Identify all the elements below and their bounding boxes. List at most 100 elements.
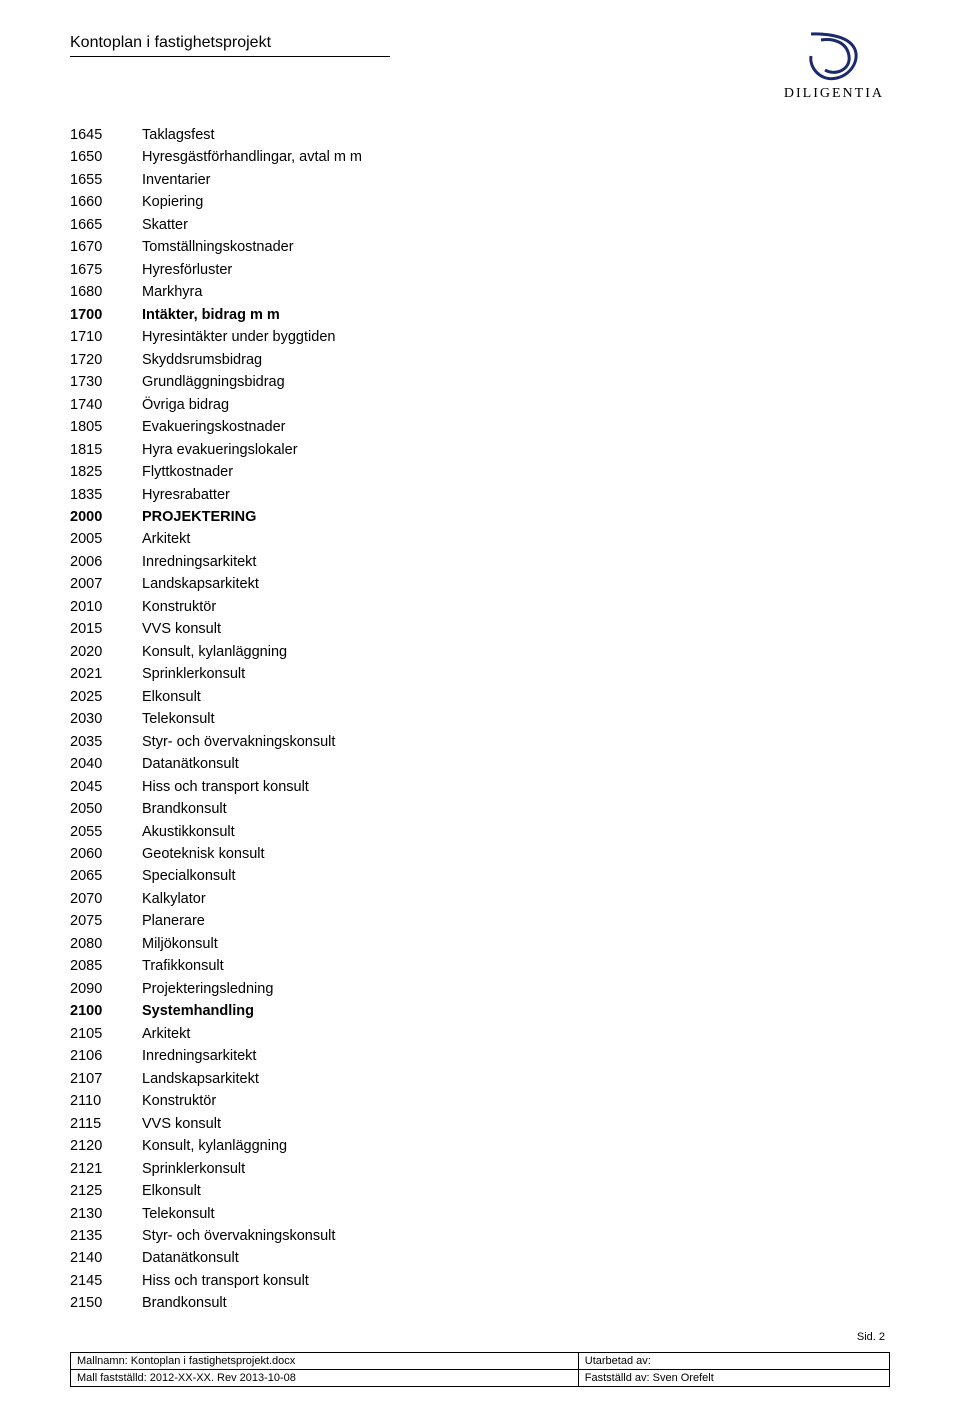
account-label: Konstruktör — [142, 596, 216, 618]
account-code: 2035 — [70, 731, 142, 753]
account-label: Hyresrabatter — [142, 484, 230, 506]
account-code: 1665 — [70, 214, 142, 236]
account-code: 1670 — [70, 236, 142, 258]
account-code: 2055 — [70, 821, 142, 843]
account-label: Arkitekt — [142, 1023, 190, 1045]
account-row: 1730Grundläggningsbidrag — [70, 371, 890, 393]
account-code: 2006 — [70, 551, 142, 573]
account-row: 2020Konsult, kylanläggning — [70, 641, 890, 663]
header-title-block: Kontoplan i fastighetsprojekt — [70, 28, 390, 57]
footer-approved-date: Mall fastställd: 2012-XX-XX. Rev 2013-10… — [71, 1369, 579, 1386]
account-row: 2050Brandkonsult — [70, 798, 890, 820]
account-code: 2025 — [70, 686, 142, 708]
footer-approved-by: Fastställd av: Sven Orefelt — [578, 1369, 889, 1386]
account-row: 2090Projekteringsledning — [70, 978, 890, 1000]
account-code: 1835 — [70, 484, 142, 506]
account-label: PROJEKTERING — [142, 506, 256, 528]
account-row: 1710Hyresintäkter under byggtiden — [70, 326, 890, 348]
account-code: 2107 — [70, 1068, 142, 1090]
account-label: Inventarier — [142, 169, 211, 191]
account-label: Skyddsrumsbidrag — [142, 349, 262, 371]
account-row: 1680Markhyra — [70, 281, 890, 303]
account-label: Hyresförluster — [142, 259, 232, 281]
account-row: 2035Styr- och övervakningskonsult — [70, 731, 890, 753]
account-code: 2085 — [70, 955, 142, 977]
account-row: 1700Intäkter, bidrag m m — [70, 304, 890, 326]
account-label: Konsult, kylanläggning — [142, 1135, 287, 1157]
account-label: Brandkonsult — [142, 1292, 227, 1314]
account-code: 2105 — [70, 1023, 142, 1045]
account-label: Hiss och transport konsult — [142, 776, 309, 798]
account-code: 2070 — [70, 888, 142, 910]
account-row: 2000PROJEKTERING — [70, 506, 890, 528]
account-row: 2150Brandkonsult — [70, 1292, 890, 1314]
account-label: Datanätkonsult — [142, 753, 239, 775]
account-code: 2106 — [70, 1045, 142, 1067]
account-row: 1650Hyresgästförhandlingar, avtal m m — [70, 146, 890, 168]
account-label: Hiss och transport konsult — [142, 1270, 309, 1292]
account-code: 2020 — [70, 641, 142, 663]
account-label: Flyttkostnader — [142, 461, 233, 483]
account-label: Inredningsarkitekt — [142, 1045, 256, 1067]
account-label: Taklagsfest — [142, 124, 215, 146]
account-label: Tomställningskostnader — [142, 236, 294, 258]
account-label: Datanätkonsult — [142, 1247, 239, 1269]
account-row: 2135Styr- och övervakningskonsult — [70, 1225, 890, 1247]
account-label: Evakueringskostnader — [142, 416, 285, 438]
account-list: 1645Taklagsfest1650Hyresgästförhandlinga… — [70, 124, 890, 1315]
account-code: 1660 — [70, 191, 142, 213]
account-code: 2120 — [70, 1135, 142, 1157]
title-underline — [70, 56, 390, 57]
account-row: 2060Geoteknisk konsult — [70, 843, 890, 865]
account-label: Landskapsarkitekt — [142, 1068, 259, 1090]
company-logo: DILIGENTIA — [784, 28, 890, 102]
account-label: Konsult, kylanläggning — [142, 641, 287, 663]
account-row: 1675Hyresförluster — [70, 259, 890, 281]
account-code: 2145 — [70, 1270, 142, 1292]
account-label: Intäkter, bidrag m m — [142, 304, 280, 326]
account-label: Brandkonsult — [142, 798, 227, 820]
account-row: 2015VVS konsult — [70, 618, 890, 640]
account-code: 2121 — [70, 1158, 142, 1180]
account-code: 2125 — [70, 1180, 142, 1202]
account-row: 2030Telekonsult — [70, 708, 890, 730]
account-row: 2085Trafikkonsult — [70, 955, 890, 977]
account-row: 2115VVS konsult — [70, 1113, 890, 1135]
page-container: Kontoplan i fastighetsprojekt DILIGENTIA… — [0, 0, 960, 1405]
account-row: 2130Telekonsult — [70, 1203, 890, 1225]
account-row: 2070Kalkylator — [70, 888, 890, 910]
account-code: 2110 — [70, 1090, 142, 1112]
account-row: 2110Konstruktör — [70, 1090, 890, 1112]
account-code: 2130 — [70, 1203, 142, 1225]
account-label: Grundläggningsbidrag — [142, 371, 285, 393]
footer-metadata-table: Mallnamn: Kontoplan i fastighetsprojekt.… — [70, 1352, 890, 1387]
account-row: 2045Hiss och transport konsult — [70, 776, 890, 798]
account-label: Styr- och övervakningskonsult — [142, 731, 335, 753]
account-row: 2145Hiss och transport konsult — [70, 1270, 890, 1292]
account-label: VVS konsult — [142, 618, 221, 640]
account-row: 1665Skatter — [70, 214, 890, 236]
account-label: Inredningsarkitekt — [142, 551, 256, 573]
account-label: Sprinklerkonsult — [142, 663, 245, 685]
account-code: 2050 — [70, 798, 142, 820]
account-row: 1835Hyresrabatter — [70, 484, 890, 506]
account-code: 2030 — [70, 708, 142, 730]
account-code: 2135 — [70, 1225, 142, 1247]
account-label: Markhyra — [142, 281, 202, 303]
company-name: DILIGENTIA — [784, 86, 884, 102]
account-code: 1655 — [70, 169, 142, 191]
document-title: Kontoplan i fastighetsprojekt — [70, 28, 390, 52]
page-number: Sid. 2 — [857, 1331, 885, 1343]
account-code: 2115 — [70, 1113, 142, 1135]
account-row: 2106Inredningsarkitekt — [70, 1045, 890, 1067]
account-row: 1670Tomställningskostnader — [70, 236, 890, 258]
account-label: Skatter — [142, 214, 188, 236]
account-row: 2007Landskapsarkitekt — [70, 573, 890, 595]
account-code: 2000 — [70, 506, 142, 528]
account-row: 2005Arkitekt — [70, 528, 890, 550]
account-row: 1740Övriga bidrag — [70, 394, 890, 416]
account-label: Projekteringsledning — [142, 978, 273, 1000]
account-row: 1720Skyddsrumsbidrag — [70, 349, 890, 371]
account-code: 2080 — [70, 933, 142, 955]
account-code: 1815 — [70, 439, 142, 461]
